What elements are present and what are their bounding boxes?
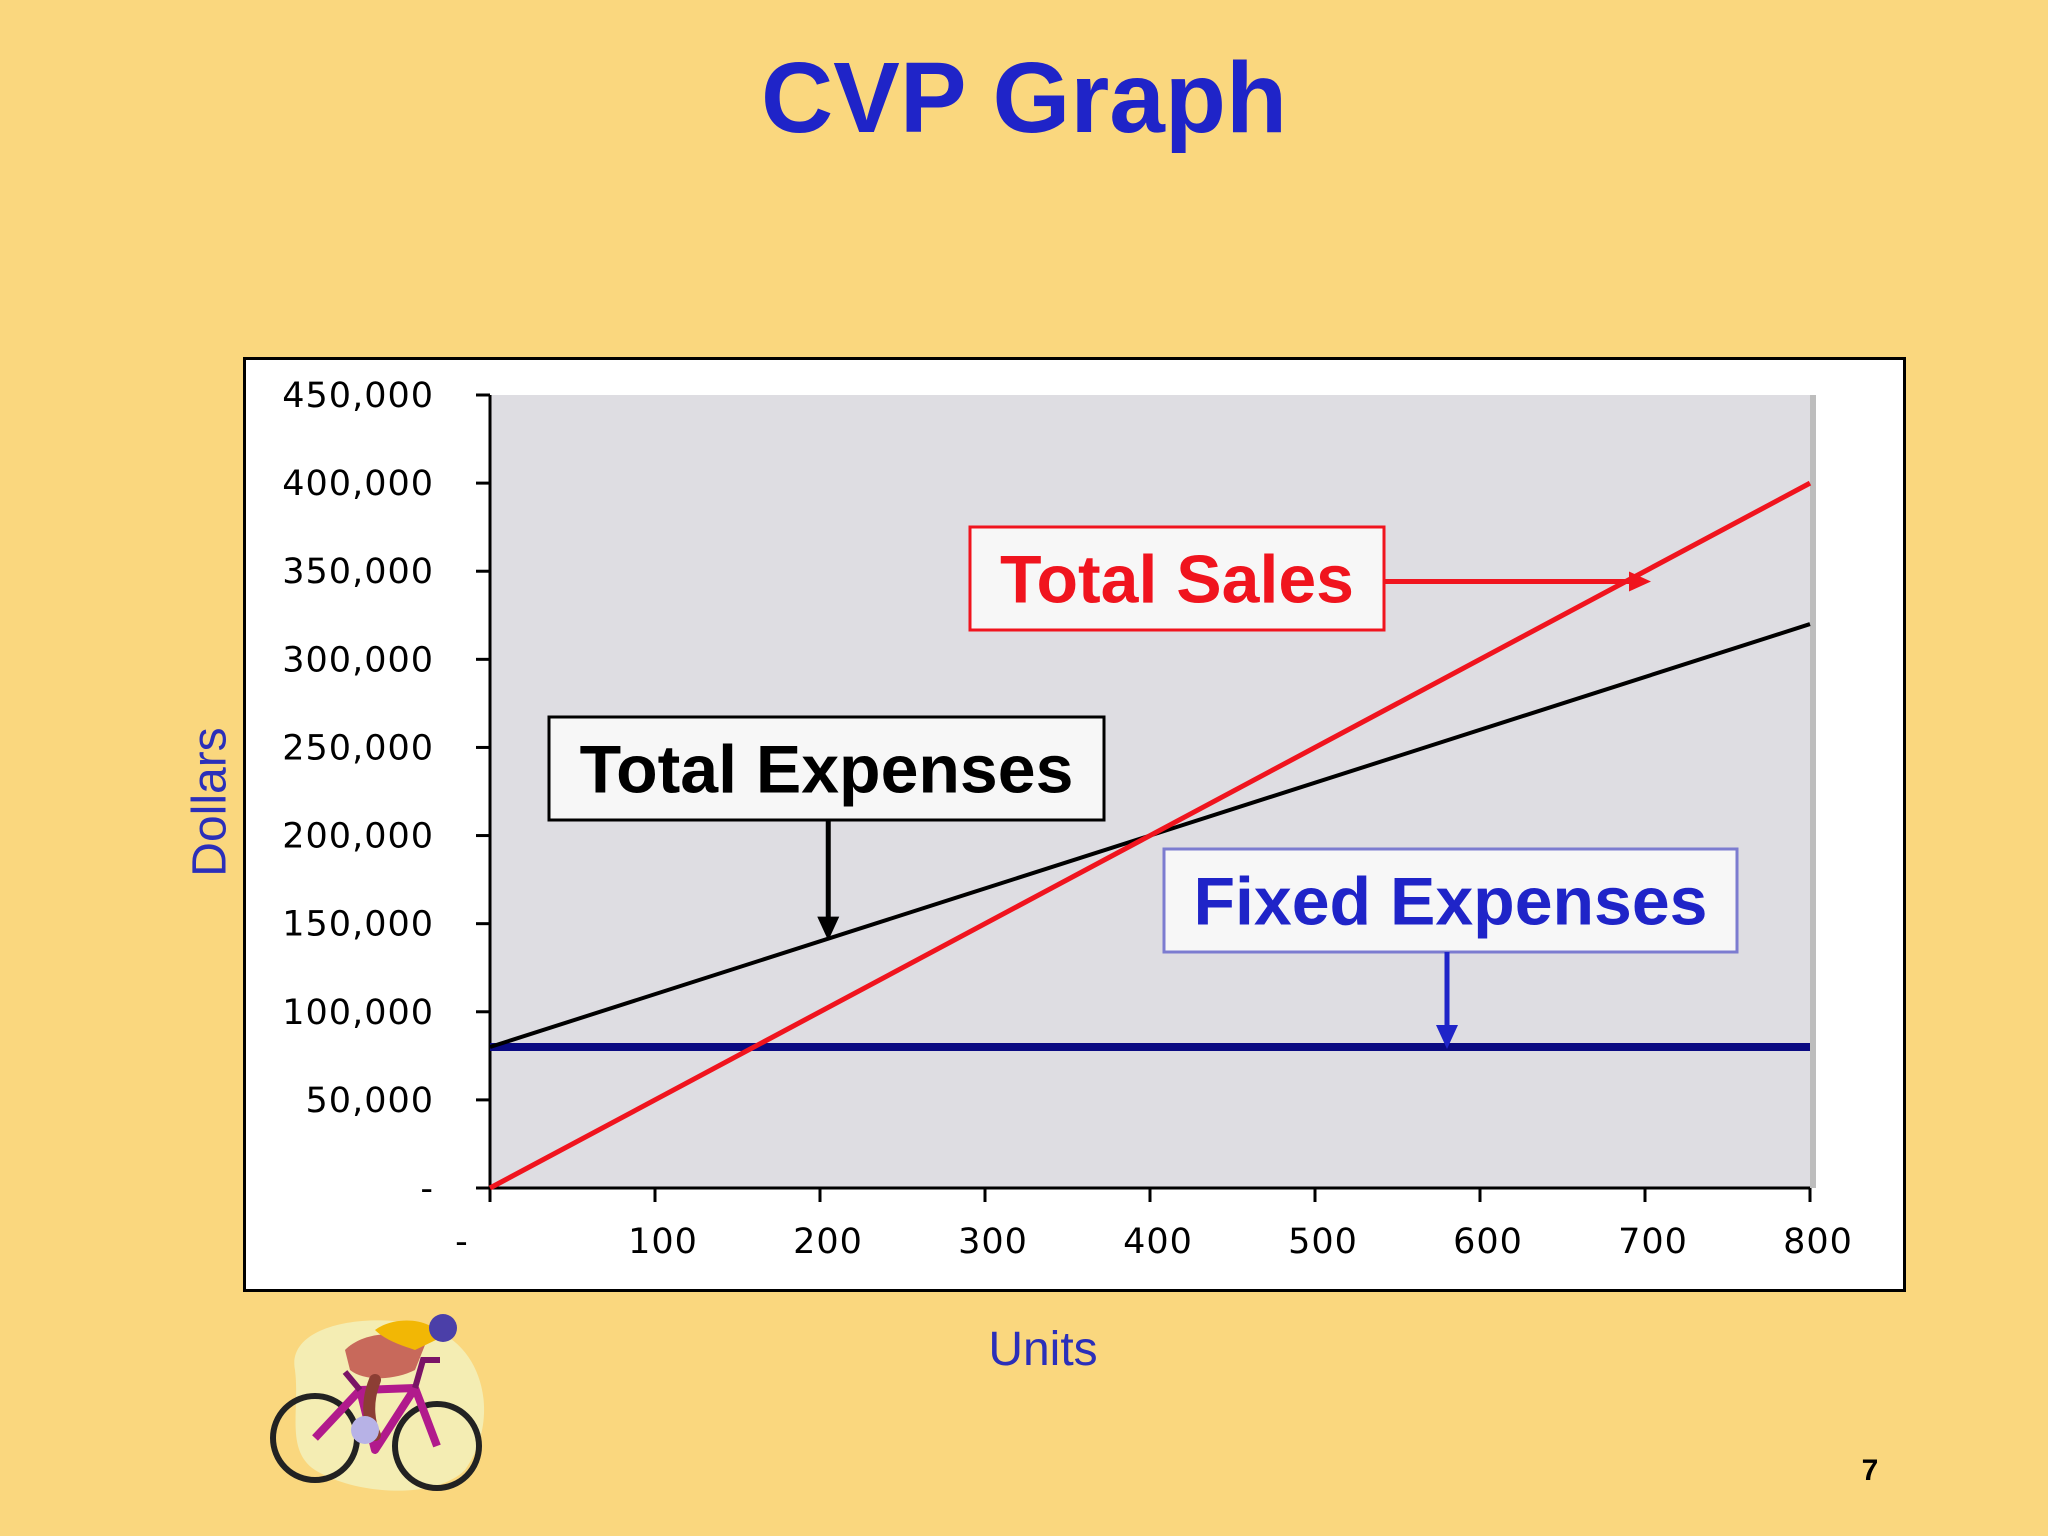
- y-tick-label: 350,000: [282, 552, 434, 592]
- x-tick-label: 400: [1123, 1222, 1193, 1262]
- x-axis-label: Units: [988, 1323, 1098, 1376]
- fixed_expenses-annotation-text: Fixed Expenses: [1193, 864, 1707, 940]
- y-tick-label: -: [420, 1169, 434, 1209]
- total_expenses-arrow-head: [817, 916, 840, 941]
- total_expenses-annotation-box: [547, 715, 1106, 822]
- y-tick-label: 50,000: [306, 1081, 434, 1121]
- total_sales-annotation-box: [968, 525, 1386, 632]
- y-tick-label: 450,000: [282, 376, 434, 416]
- total_expenses-annotation-text: Total Expenses: [580, 732, 1074, 808]
- fixed_expenses-annotation-box: [1162, 847, 1739, 954]
- x-tick-label: 800: [1783, 1222, 1853, 1262]
- total_sales-annotation-text: Total Sales: [1000, 542, 1354, 618]
- x-tick-label: 100: [628, 1222, 698, 1262]
- fixed_expenses-arrow-head: [1436, 1025, 1458, 1050]
- total_sales-line: [488, 480, 1812, 1191]
- x-tick-label: 500: [1288, 1222, 1358, 1262]
- y-tick-label: 100,000: [282, 993, 434, 1033]
- y-tick-label: 250,000: [282, 728, 434, 768]
- x-tick-label: 300: [958, 1222, 1028, 1262]
- total_sales-annotation: Total Sales: [968, 525, 1651, 632]
- slide-title: CVP Graph: [760, 42, 1288, 154]
- y-tick-label: 300,000: [282, 640, 434, 680]
- y-tick-label: 150,000: [282, 905, 434, 945]
- cyclist-icon: [270, 1314, 485, 1491]
- total_expenses-annotation: Total Expenses: [547, 715, 1106, 941]
- y-tick-label: 400,000: [282, 464, 434, 504]
- x-tick-label: 600: [1453, 1222, 1523, 1262]
- total-sales-arrow-head: [1629, 571, 1651, 592]
- y-axis-label: Dollars: [183, 727, 237, 877]
- x-tick-label: -: [455, 1222, 469, 1262]
- fixed_expenses-annotation: Fixed Expenses: [1162, 847, 1739, 1050]
- x-tick-label: 200: [793, 1222, 863, 1262]
- page-number: 7: [1861, 1454, 1879, 1487]
- x-tick-label: 700: [1618, 1222, 1688, 1262]
- y-tick-label: 200,000: [282, 817, 434, 857]
